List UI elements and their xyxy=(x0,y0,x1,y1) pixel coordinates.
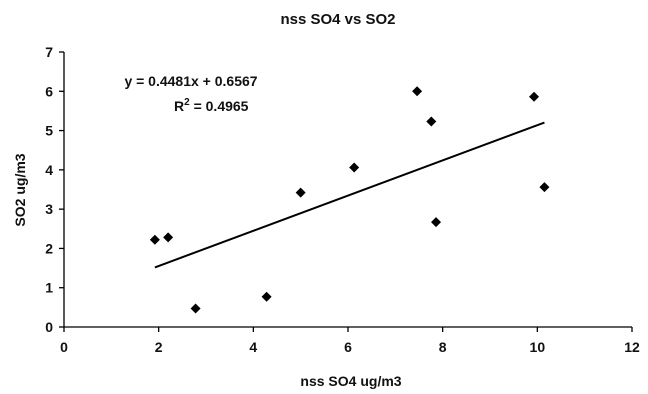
y-tick-label: 4 xyxy=(45,162,53,178)
trendline-equation: y = 0.4481x + 0.6567 xyxy=(124,73,257,89)
x-tick-label: 10 xyxy=(530,339,546,355)
y-tick-label: 7 xyxy=(45,44,53,60)
y-tick-label: 2 xyxy=(45,240,53,256)
data-points xyxy=(149,86,550,314)
data-point xyxy=(349,162,360,173)
r-squared-prefix: R xyxy=(174,98,184,114)
x-tick-label: 6 xyxy=(344,339,352,355)
x-axis-label: nss SO4 ug/m3 xyxy=(300,373,401,389)
x-tick-label: 2 xyxy=(155,339,163,355)
data-point xyxy=(412,86,423,97)
r-squared-superscript: 2 xyxy=(184,97,190,108)
data-point xyxy=(295,187,306,198)
x-tick-label: 4 xyxy=(249,339,257,355)
data-point xyxy=(529,91,540,102)
x-tick-label: 12 xyxy=(624,339,640,355)
data-point xyxy=(163,232,174,243)
y-tick-label: 1 xyxy=(45,280,53,296)
y-tick-label: 0 xyxy=(45,319,53,335)
y-tick-label: 6 xyxy=(45,83,53,99)
data-point xyxy=(190,303,201,314)
chart-title: nss SO4 vs SO2 xyxy=(280,11,395,28)
y-axis-label: SO2 ug/m3 xyxy=(12,153,28,226)
trendline xyxy=(154,121,545,269)
y-tick-label: 3 xyxy=(45,201,53,217)
y-axis-ticks: 0 1 2 3 4 5 6 7 xyxy=(45,44,64,335)
r-squared-value: = 0.4965 xyxy=(190,98,249,114)
y-tick-label: 5 xyxy=(45,123,53,139)
r-squared-label: R2 = 0.4965 xyxy=(174,97,249,114)
data-point xyxy=(149,234,160,245)
data-point xyxy=(539,182,550,193)
x-tick-label: 8 xyxy=(439,339,447,355)
data-point xyxy=(431,217,442,228)
data-point xyxy=(426,116,437,127)
data-point xyxy=(261,291,272,302)
x-axis-ticks: 0 2 4 6 8 10 12 xyxy=(60,327,640,355)
x-tick-label: 0 xyxy=(60,339,68,355)
